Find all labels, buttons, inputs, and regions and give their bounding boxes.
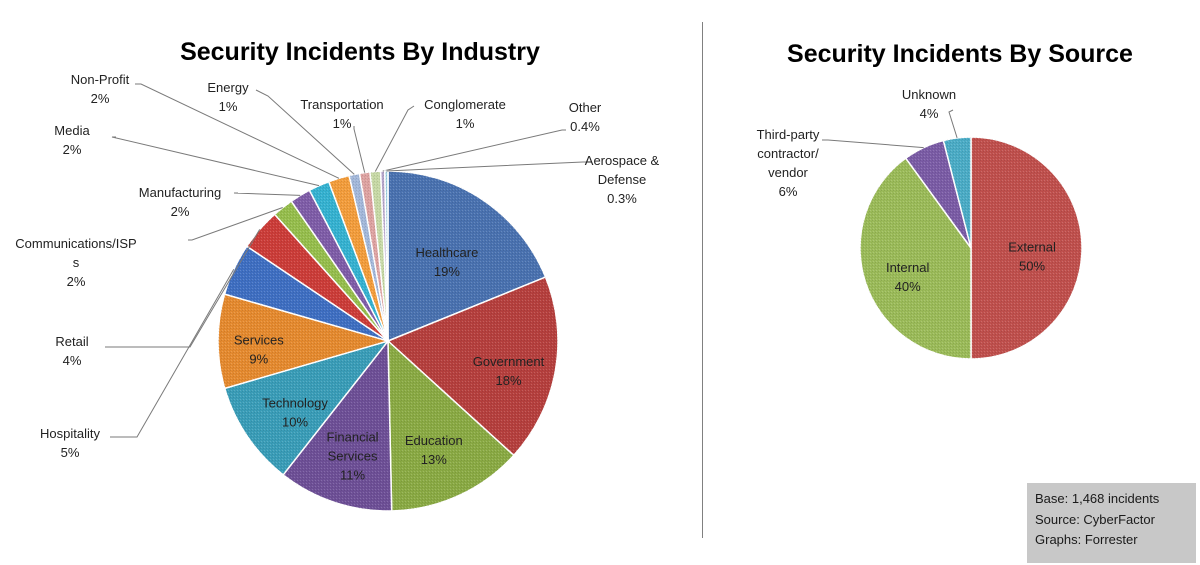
chart-divider [702,22,703,538]
label-other: Other [569,100,602,115]
label-media: Media [54,123,90,138]
label-hospitality: Hospitality [40,426,100,441]
industry-pie: Healthcare19%Government18%Education13%Fi… [15,72,660,512]
label-technology: Technology [262,395,328,410]
value-third-party-contractor-vendor: 6% [779,184,798,199]
value-retail: 4% [63,353,82,368]
label-manufacturing: Manufacturing [139,185,221,200]
value-healthcare: 19% [434,264,460,279]
label-aerospace-defense: Aerospace & Defense [585,153,660,187]
leader-line-non-profit [135,83,340,179]
label-healthcare: Healthcare [415,245,478,260]
label-energy: Energy [207,80,249,95]
label-non-profit: Non-Profit [71,72,130,87]
label-retail: Retail [55,334,88,349]
leader-line-unknown [948,109,958,139]
value-aerospace-defense: 0.3% [607,191,637,206]
value-conglomerate: 1% [456,116,475,131]
value-other: 0.4% [570,119,600,134]
value-internal: 40% [895,279,921,294]
value-media: 2% [63,142,82,157]
value-external: 50% [1019,259,1045,274]
source-chart-title: Security Incidents By Source [787,40,1133,68]
label-third-party-contractor-vendor: Third-party contractor/vendor [757,127,820,180]
value-manufacturing: 2% [171,204,190,219]
leader-line-media [111,136,320,187]
source-note: Source: CyberFactor [1035,511,1155,527]
label-communications-isps: Communications/ISP s [15,236,136,270]
source-pie: External 50% Internal 40% Third-party contrac… [757,87,1083,360]
leader-line-hospitality [110,269,235,438]
value-government: 18% [495,373,521,388]
label-internal: Internal [886,260,929,275]
value-unknown: 4% [920,106,939,121]
value-services: 9% [249,352,268,367]
value-technology: 10% [282,414,308,429]
value-communications-isps: 2% [67,274,86,289]
value-non-profit: 2% [91,91,110,106]
label-transportation: Transportation [300,97,383,112]
value-education: 13% [421,452,447,467]
value-energy: 1% [219,99,238,114]
industry-chart-title: Security Incidents By Industry [180,38,540,66]
label-services: Services [234,333,284,348]
leader-line-retail [105,229,261,348]
leader-line-energy [255,89,355,175]
label-government: Government [473,354,545,369]
label-external: External [1008,240,1056,255]
label-conglomerate: Conglomerate [424,97,506,112]
value-financial-services: 11% [340,467,365,482]
leader-line-manufacturing [233,192,301,196]
graphs-note: Graphs: Forrester [1035,532,1138,547]
base-note: Base: 1,468 incidents [1035,491,1160,506]
leader-line-conglomerate [374,105,415,172]
leader-line-third-party-contractor-vendor [822,139,924,149]
label-education: Education [405,433,463,448]
leader-line-transportation [353,126,366,173]
value-transportation: 1% [333,116,352,131]
leader-line-other [382,129,566,172]
leader-line-communications-isps [188,207,283,241]
leader-line-aerospace-defense [386,161,587,172]
label-unknown: Unknown [902,87,956,102]
value-hospitality: 5% [61,445,80,460]
notes-box: Base: 1,468 incidents Source: CyberFacto… [1027,483,1196,563]
